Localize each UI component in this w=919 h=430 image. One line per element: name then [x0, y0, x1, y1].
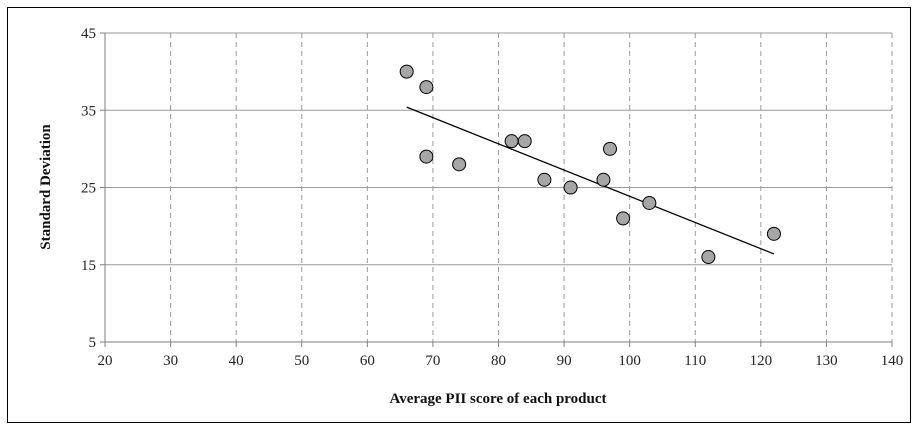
data-point	[701, 250, 716, 265]
data-point	[616, 211, 631, 226]
x-axis-title: Average PII score of each product	[389, 391, 606, 407]
x-tick-label: 60	[360, 353, 375, 369]
data-point	[537, 172, 552, 187]
x-tick-label: 40	[229, 353, 244, 369]
data-point	[596, 172, 611, 187]
tick-labels: 20 30 40 50 60 70 80 90 100 110 120 130 140 5 15 25 35 45	[81, 26, 903, 369]
y-tick-label: 35	[81, 103, 96, 119]
data-point	[399, 64, 414, 79]
data-point	[602, 141, 617, 156]
x-tick-label: 130	[815, 353, 838, 369]
x-tick-label: 50	[294, 353, 309, 369]
x-tick-label: 100	[618, 353, 641, 369]
axes	[100, 32, 893, 347]
data-point	[419, 80, 434, 95]
trendline-group	[406, 106, 775, 255]
data-point	[419, 149, 434, 164]
y-tick-label: 15	[81, 258, 96, 274]
data-point	[766, 226, 781, 241]
x-tick-label: 20	[98, 353, 113, 369]
y-tick-label: 45	[81, 26, 96, 42]
data-point	[642, 195, 657, 210]
x-tick-label: 80	[491, 353, 506, 369]
data-point	[517, 134, 532, 149]
y-tick-label: 5	[89, 335, 97, 351]
x-tick-label: 70	[425, 353, 440, 369]
trendline	[406, 106, 775, 255]
data-points	[399, 64, 781, 265]
y-tick-label: 25	[81, 181, 96, 197]
data-point	[504, 134, 519, 149]
x-tick-label: 120	[750, 353, 773, 369]
data-point	[563, 180, 578, 195]
data-point	[452, 157, 467, 172]
x-tick-label: 110	[684, 353, 706, 369]
x-tick-label: 140	[881, 353, 904, 369]
x-tick-label: 90	[557, 353, 572, 369]
x-tick-label: 30	[163, 353, 178, 369]
y-axis-title: Standard Deviation	[38, 124, 54, 250]
